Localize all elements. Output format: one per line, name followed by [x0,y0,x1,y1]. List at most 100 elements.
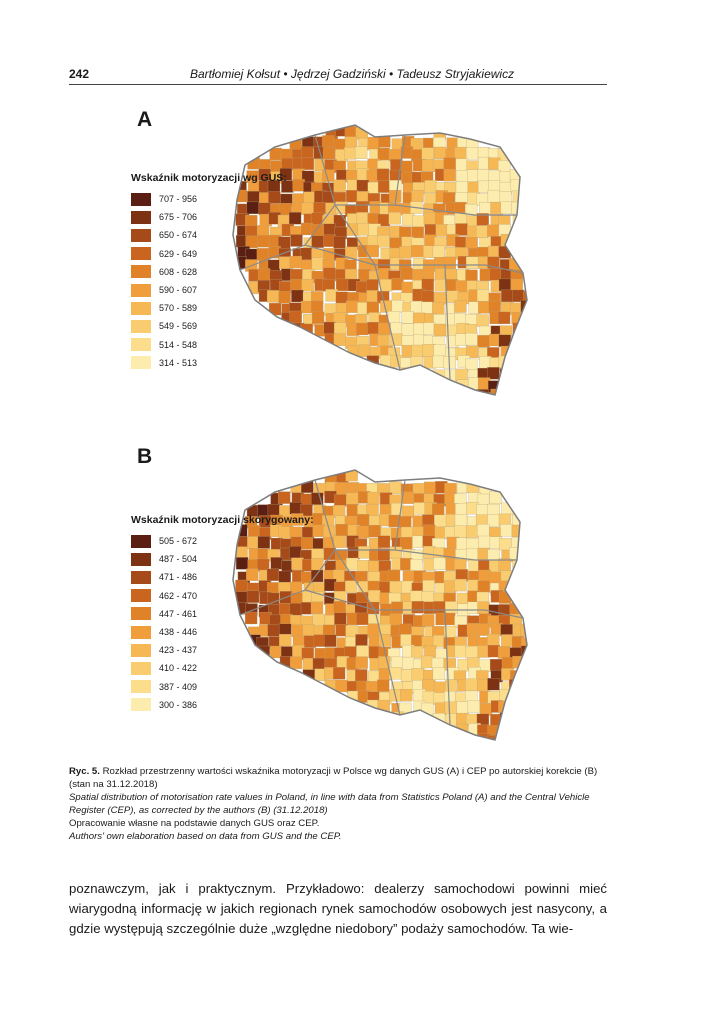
county-cell [422,580,435,593]
county-cell [292,179,305,192]
county-cell [433,557,446,570]
legend-item: 447 - 461 [131,605,314,623]
county-cell [411,668,424,681]
county-cell [443,169,456,182]
county-cell [443,157,456,170]
county-cell [356,179,369,193]
county-cell [454,645,467,658]
county-cell [322,146,336,160]
county-cell [454,146,467,160]
county-cell [389,581,402,594]
county-cell [411,601,424,614]
county-cell [424,192,437,206]
county-cell [346,557,359,571]
county-cell [389,546,403,559]
county-cell [477,524,490,537]
legend-swatch [131,570,151,584]
county-cell [511,335,524,348]
county-cell [500,201,513,214]
county-cell [432,667,446,680]
county-cell [391,601,404,614]
legend-label: 629 - 649 [159,248,198,259]
legend-item: 410 - 422 [131,659,314,677]
legend-swatch [131,607,151,621]
county-cell [399,516,412,529]
county-cell [333,601,346,614]
county-cell [424,645,437,658]
county-cell [400,689,413,702]
county-cell [357,223,370,236]
figure-caption: Ryc. 5. Rozkład przestrzenny wartości ws… [69,765,609,843]
county-cell [401,505,415,519]
body-paragraph: poznawczym, jak i praktycznym. Przykłado… [69,879,607,939]
county-cell [357,560,370,573]
legend-swatch [131,356,151,370]
county-cell [310,601,324,614]
legend-item: 650 - 674 [131,226,287,244]
legend-label: 410 - 422 [159,663,198,674]
caption-polish: Rozkład przestrzenny wartości wskaźnika … [69,766,598,790]
county-cell [377,235,390,248]
county-cell [477,601,490,614]
legend-item: 438 - 446 [131,623,314,641]
county-cell [366,279,379,292]
county-cell [377,679,390,692]
county-cell [498,513,512,527]
legend-label: 505 - 672 [159,536,198,547]
voivodeship-border [334,204,376,266]
county-cell [333,138,346,152]
county-cell [355,669,368,682]
county-cell [465,147,479,160]
county-cell [479,356,492,369]
county-cell [500,524,513,537]
county-cell [345,246,358,260]
legend-swatch [131,210,151,224]
legend-swatch [131,338,151,352]
county-cell [410,590,423,603]
county-cell [455,158,468,171]
county-cell [444,701,458,714]
legend-swatch [131,319,151,333]
county-cell [466,345,479,359]
county-cell [332,505,346,518]
county-cell [477,623,490,636]
county-cell [433,601,446,614]
county-cell [345,470,358,482]
county-cell [376,168,390,181]
legend-label: 387 - 409 [159,681,198,692]
legend-swatch [131,643,151,657]
county-cell [289,656,303,669]
county-cell [344,126,358,139]
county-cell [498,278,512,292]
county-cell [279,168,293,181]
county-cell [324,634,337,647]
county-cell [356,514,370,527]
voivodeship-border [444,264,451,381]
county-cell [289,255,302,269]
county-cell [399,623,412,637]
county-cell [333,322,347,335]
county-cell [367,321,380,335]
county-cell [476,493,490,507]
county-cell [511,226,525,239]
county-cell [523,290,527,303]
county-cell [278,491,291,504]
legend-item: 675 - 706 [131,208,287,226]
county-cell [456,170,469,183]
county-cell [466,480,479,493]
county-cell [456,701,469,714]
county-cell [402,570,416,583]
caption-source-english: Authors' own elaboration based on data f… [69,831,342,842]
voivodeship-border [394,204,517,216]
legend-label: 438 - 446 [159,627,198,638]
county-cell [290,234,303,247]
county-cell [388,212,401,225]
county-cell [433,146,447,160]
county-cell [356,645,369,658]
legend-item: 570 - 589 [131,299,287,317]
county-cell [312,524,325,537]
panel-a-letter: A [137,108,153,131]
legend-swatch [131,301,151,315]
legend-a-title: Wskaźnik motoryzacji wg GUS: [131,172,287,184]
county-cell [488,300,501,314]
